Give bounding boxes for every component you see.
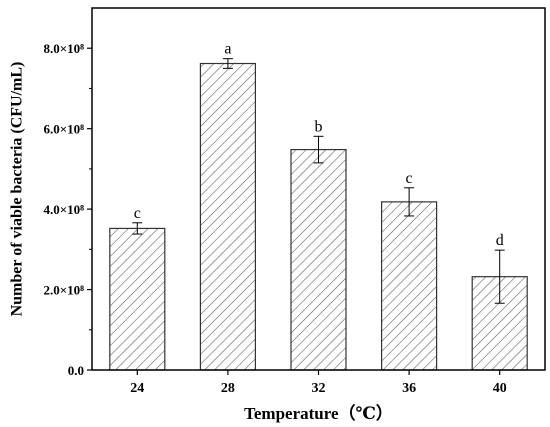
x-axis-ticks: 24 28 32 36 40 (130, 370, 507, 396)
bars (109, 62, 528, 371)
error-bar-40 (494, 249, 505, 304)
y-tick-label: 6.0×10⁸ (43, 122, 84, 137)
x-tick-label-36: 36 (402, 381, 416, 396)
error-bar-24 (132, 222, 143, 235)
y-axis-ticks: 0.0 2.0×10⁸ 4.0×10⁸ 6.0×10⁸ 8.0×10⁸ (43, 41, 92, 378)
bar-28 (199, 62, 256, 371)
y-tick-label: 8.0×10⁸ (43, 41, 84, 56)
y-tick-label: 0.0 (68, 363, 84, 378)
significance-letter-40: d (496, 232, 504, 249)
significance-letter-32: b (315, 118, 323, 135)
bar-24 (109, 227, 166, 371)
x-tick-label-32: 32 (312, 381, 326, 396)
x-tick-label-28: 28 (221, 381, 235, 396)
error-bars (132, 58, 505, 304)
bar-32 (290, 148, 347, 371)
significance-letter-36: c (406, 170, 413, 187)
error-bar-32 (313, 135, 324, 164)
significance-letters: c a b c d (134, 41, 504, 249)
error-bar-36 (404, 187, 415, 217)
y-tick-label: 4.0×10⁸ (43, 202, 84, 217)
x-tick-label-24: 24 (130, 381, 144, 396)
significance-letter-28: a (224, 41, 231, 58)
y-tick-label: 2.0×10⁸ (43, 283, 84, 298)
x-axis-label: Temperature（℃） (244, 403, 393, 423)
bar-36 (381, 201, 438, 371)
plot-frame (91, 7, 546, 371)
significance-letter-24: c (134, 205, 141, 222)
error-bar-28 (222, 58, 233, 69)
x-tick-label-40: 40 (493, 381, 507, 396)
y-axis-label: Number of viable bacteria (CFU/mL) (9, 62, 26, 317)
